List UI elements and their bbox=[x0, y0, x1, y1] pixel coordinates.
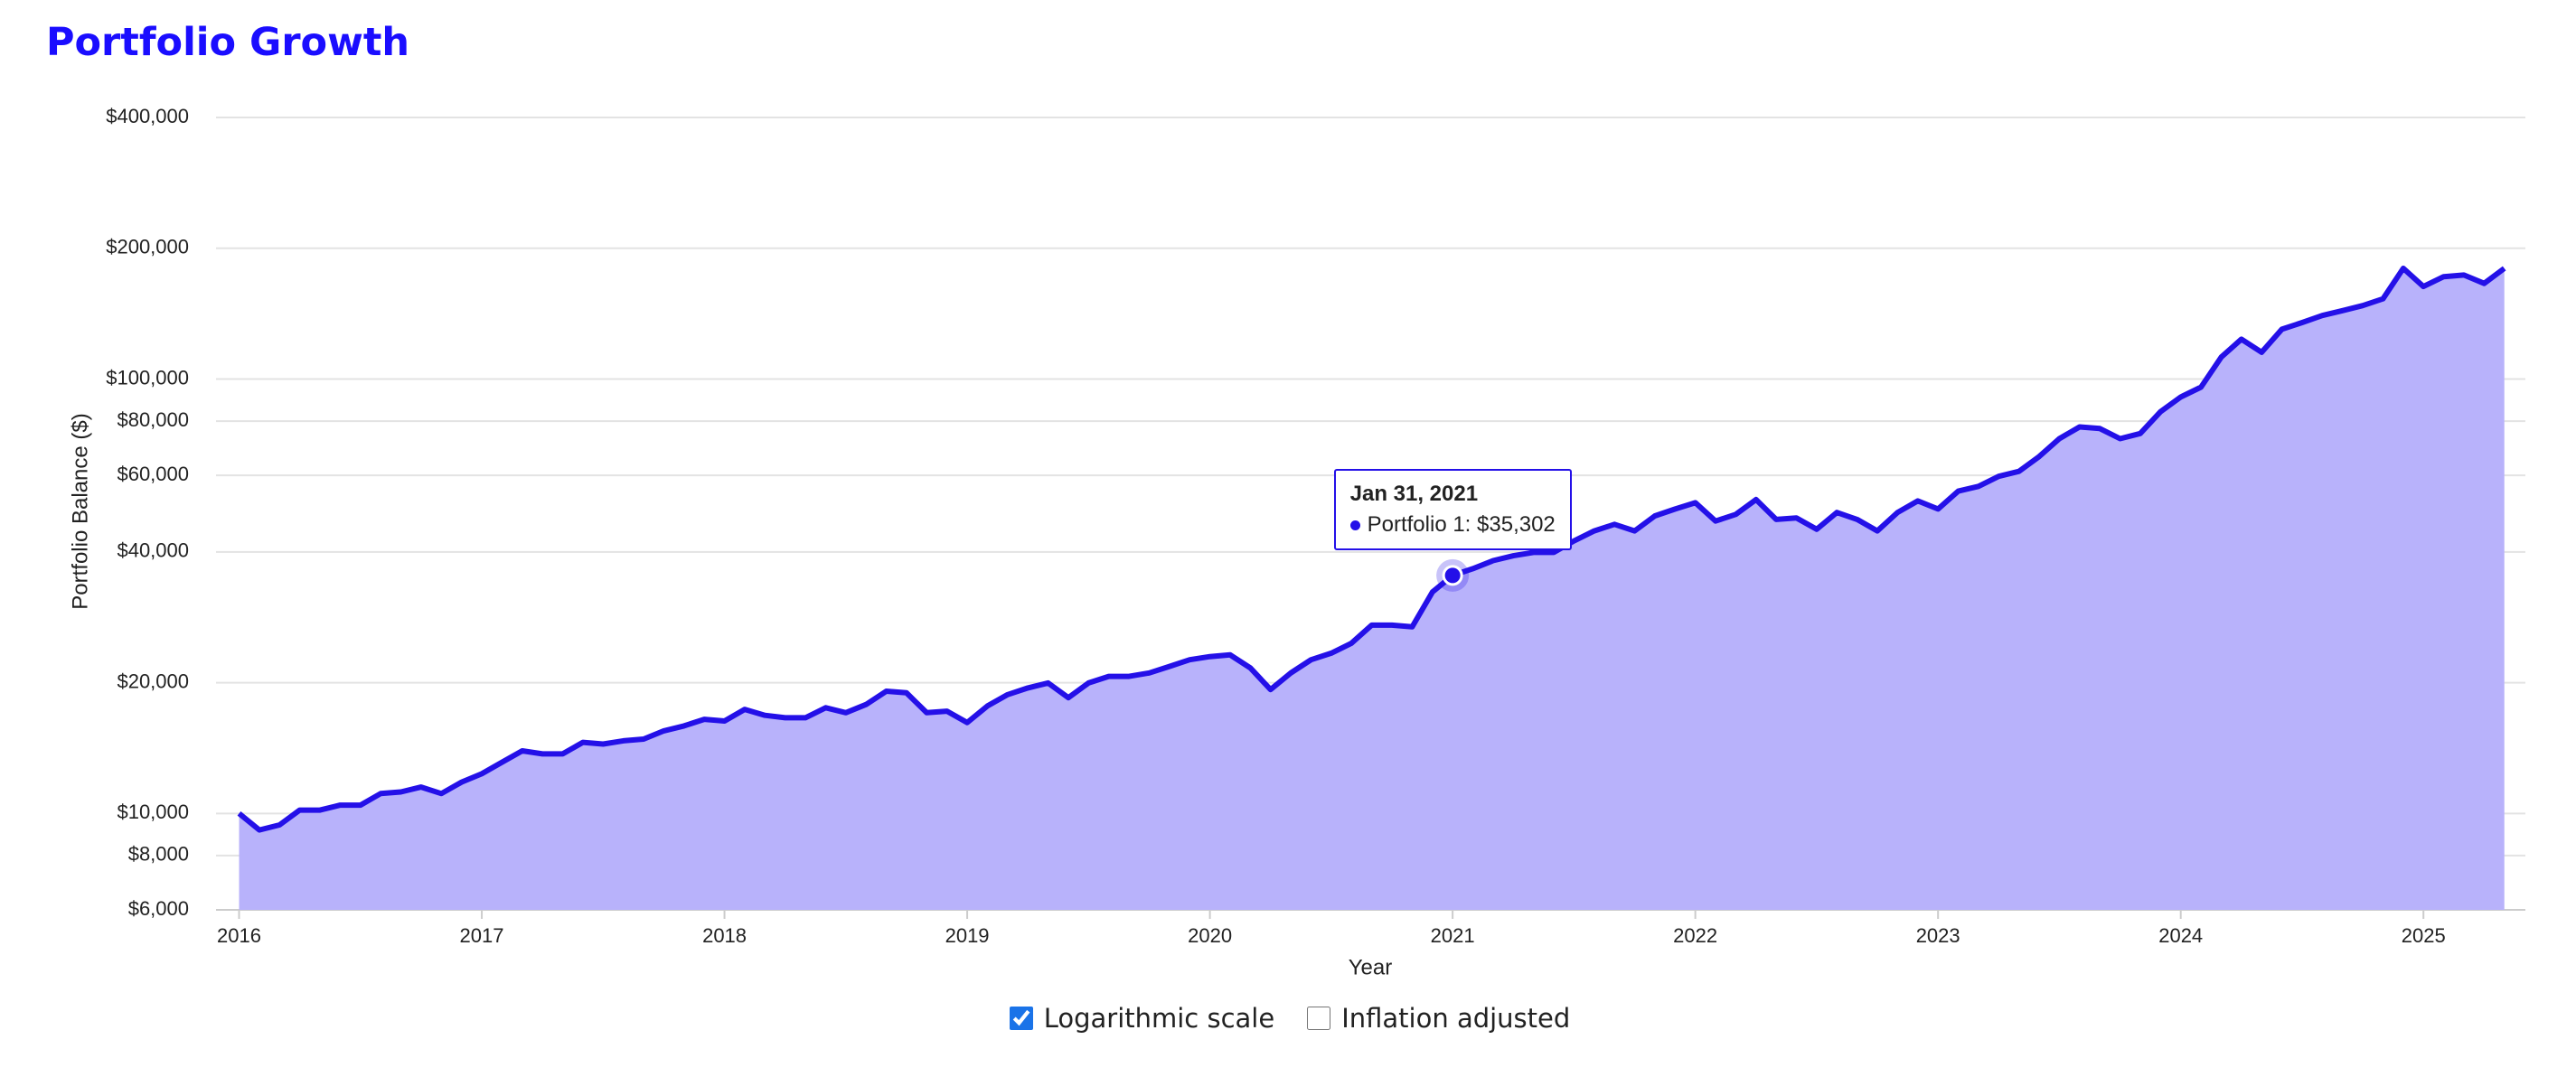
area bbox=[239, 268, 2505, 910]
y-tick-label: $400,000 bbox=[106, 105, 189, 127]
y-tick-label: $200,000 bbox=[106, 236, 189, 258]
tooltip-row: Portfolio 1: $35,302 bbox=[1349, 511, 1556, 538]
y-tick-label: $100,000 bbox=[106, 366, 189, 389]
tooltip: Jan 31, 2021 Portfolio 1: $35,302 bbox=[1333, 468, 1572, 550]
line bbox=[237, 266, 2506, 833]
y-tick-label: $10,000 bbox=[117, 801, 189, 823]
x-tick-label: 2017 bbox=[460, 924, 504, 947]
chart-title: Portfolio Growth bbox=[46, 20, 409, 65]
y-tick-label: $8,000 bbox=[128, 843, 189, 866]
checkbox[interactable] bbox=[1009, 1007, 1033, 1030]
tooltip-title: Jan 31, 2021 bbox=[1349, 481, 1479, 506]
y-tick-label: $60,000 bbox=[117, 463, 189, 485]
x-tick-label: 2023 bbox=[1916, 924, 1960, 947]
x-tick-label: 2019 bbox=[945, 924, 990, 947]
x-tick-label: 2024 bbox=[2158, 924, 2203, 947]
x-tick-label: 2021 bbox=[1431, 924, 1475, 947]
tooltip-dot bbox=[1349, 520, 1360, 531]
y-axis-label: Portfolio Balance ($) bbox=[68, 413, 92, 609]
x-tick-label: 2016 bbox=[217, 924, 261, 947]
x-tick-label: 2025 bbox=[2402, 924, 2446, 947]
x-axis-label: Year bbox=[1349, 955, 1393, 979]
tooltip-text: Portfolio 1: $35,302 bbox=[1367, 511, 1556, 537]
checkbox-control[interactable]: Logarithmic scale bbox=[1006, 1003, 1275, 1034]
hover-point bbox=[1442, 565, 1463, 586]
checkbox-control[interactable]: Inflation adjusted bbox=[1303, 1003, 1570, 1034]
y-tick-label: $80,000 bbox=[117, 408, 189, 431]
y-tick-label: $20,000 bbox=[117, 670, 189, 692]
x-tick-label: 2020 bbox=[1188, 924, 1232, 947]
checkbox-label: Inflation adjusted bbox=[1341, 1003, 1571, 1034]
checkbox-label: Logarithmic scale bbox=[1043, 1003, 1275, 1034]
chart: Year Portfolio Balance ($) $6,000 $8,000 $… bbox=[68, 105, 2525, 979]
controls: Logarithmic scale Inflation adjusted bbox=[0, 1003, 2576, 1034]
y-tick-label: $6,000 bbox=[128, 897, 189, 920]
x-tick-label: 2018 bbox=[702, 924, 747, 947]
x-tick-label: 2022 bbox=[1673, 924, 1717, 947]
checkbox[interactable] bbox=[1307, 1007, 1331, 1030]
y-tick-label: $40,000 bbox=[117, 539, 189, 562]
